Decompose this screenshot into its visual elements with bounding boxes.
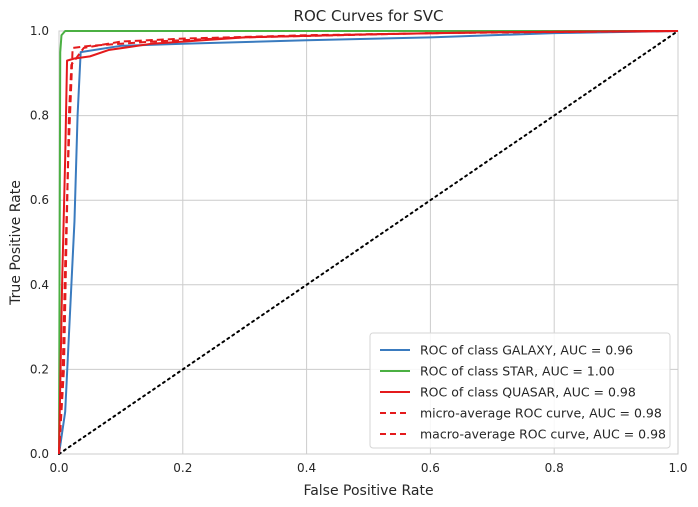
y-tick-label: 1.0 [30, 24, 49, 38]
x-tick-label: 0.8 [545, 461, 564, 475]
series-lines [58, 30, 679, 455]
y-tick-label: 0.6 [30, 193, 49, 207]
series-line-5 [58, 30, 679, 455]
y-tick-label: 0.2 [30, 362, 49, 376]
y-tick-label: 0.8 [30, 109, 49, 123]
legend-label-0: ROC of class GALAXY, AUC = 0.96 [420, 343, 633, 358]
legend-label-2: ROC of class QUASAR, AUC = 0.98 [420, 385, 636, 400]
series-line-1 [58, 30, 678, 455]
series-line-0 [58, 30, 679, 455]
x-tick-label: 0.0 [49, 461, 68, 475]
x-tick-label: 0.4 [297, 461, 316, 475]
y-tick-label: 0.0 [30, 447, 49, 461]
series-line-4 [58, 30, 679, 455]
y-tick-labels: 0.0 0.2 0.4 0.6 0.8 1.0 [30, 24, 49, 461]
legend-box [369, 332, 671, 449]
legend-label-4: macro-average ROC curve, AUC = 0.98 [420, 427, 666, 442]
legend: ROC of class GALAXY, AUC = 0.96 ROC of cl… [369, 332, 671, 449]
y-tick-label: 0.4 [30, 278, 49, 292]
chart-title: ROC Curves for SVC [294, 7, 444, 25]
x-tick-labels: 0.0 0.2 0.4 0.6 0.8 1.0 [49, 461, 687, 475]
x-tick-label: 1.0 [668, 461, 687, 475]
x-tick-label: 0.2 [173, 461, 192, 475]
x-tick-label: 0.6 [421, 461, 440, 475]
x-axis-title: False Positive Rate [303, 483, 433, 499]
legend-label-1: ROC of class STAR, AUC = 1.00 [420, 364, 615, 379]
y-axis-title: True Positive Rate [8, 180, 24, 306]
legend-label-3: micro-average ROC curve, AUC = 0.98 [420, 406, 662, 421]
